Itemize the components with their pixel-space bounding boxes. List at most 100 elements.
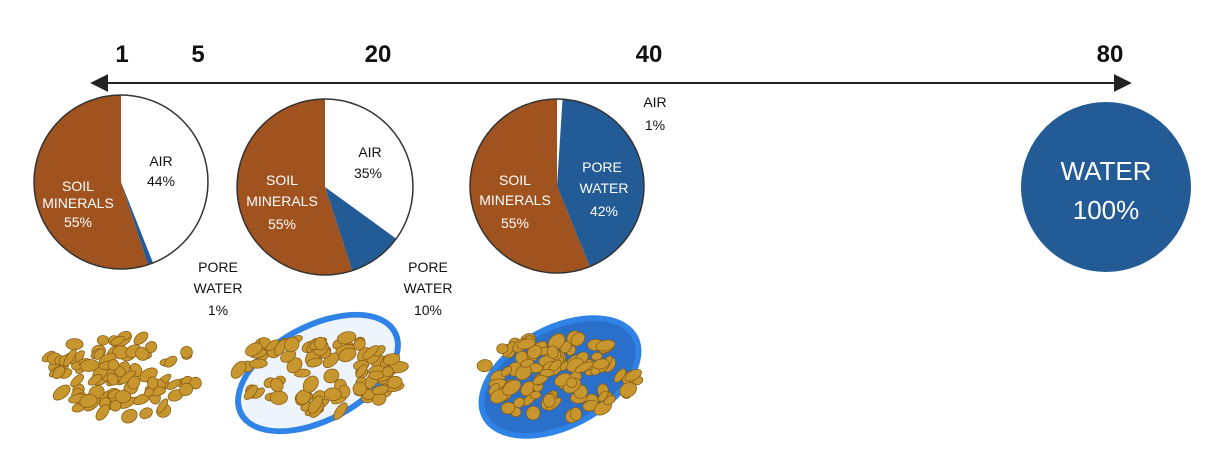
soil-grain — [110, 335, 126, 346]
water-circle-pct: 100% — [1073, 195, 1140, 225]
soil-grain — [476, 359, 493, 373]
soil-grain — [613, 368, 627, 383]
soil-grain — [95, 404, 110, 421]
soil-grain — [381, 366, 394, 378]
soil-grain — [502, 379, 522, 396]
pie-slice-soil-minerals — [33, 95, 148, 269]
soil-grain — [79, 359, 100, 372]
minerals-label: SOIL — [499, 172, 531, 188]
pie-slice-soil-minerals — [469, 99, 590, 273]
water-label: PORE — [408, 259, 448, 275]
soil-grain — [566, 377, 578, 388]
tick-label: 20 — [365, 41, 392, 68]
soil-grain — [166, 379, 181, 391]
soil-grain — [353, 338, 366, 351]
soil-grain — [501, 366, 513, 377]
soil-grain — [323, 368, 340, 384]
soil-grain — [386, 375, 403, 389]
soil-grain — [280, 349, 297, 363]
air-pct: 44% — [147, 173, 175, 189]
tick-label: 40 — [636, 41, 663, 68]
minerals-label: SOIL — [266, 172, 298, 188]
tick-label: 1 — [115, 41, 128, 68]
soil-grain — [595, 339, 616, 352]
water-label: WATER — [194, 280, 243, 296]
pie-outline — [236, 98, 414, 276]
minerals-label: MINERALS — [479, 192, 551, 208]
soil-grain — [619, 382, 637, 398]
soil-grain — [515, 364, 532, 381]
pie-slice-pore-water — [557, 99, 644, 267]
pie-1-labels: SOIL MINERALS 55% AIR 44% PORE WATER 1% — [42, 153, 242, 318]
soil-grain — [355, 364, 368, 378]
water-pct: 10% — [414, 302, 442, 318]
soil-grain — [308, 395, 323, 414]
soil-grain — [243, 384, 258, 400]
soil-grain — [569, 407, 582, 421]
soil-grain — [79, 394, 98, 409]
pie-slice-air — [121, 95, 209, 263]
tick-label: 5 — [191, 41, 204, 68]
soil-grain — [382, 353, 401, 366]
water-pct: 42% — [590, 203, 618, 219]
soil-grain — [371, 385, 389, 396]
minerals-pct: 55% — [64, 214, 92, 230]
soil-grains-dry — [41, 331, 202, 424]
minerals-pct: 55% — [501, 215, 529, 231]
soil-grain — [133, 331, 149, 346]
soil-grain — [539, 368, 555, 377]
soil-grain — [269, 390, 288, 405]
air-label: AIR — [643, 94, 666, 110]
soil-grain — [362, 345, 379, 360]
pie-slice-air — [557, 99, 563, 186]
pie-slice-pore-water — [121, 182, 154, 265]
water-label: PORE — [582, 159, 622, 175]
soil-grain — [270, 377, 284, 393]
soil-grain — [179, 382, 194, 397]
soil-grain — [368, 370, 385, 380]
soil-grain — [114, 390, 132, 404]
soil-grain — [63, 348, 77, 367]
soil-grain — [500, 401, 516, 415]
soil-grain — [570, 332, 586, 347]
pie-slice-soil-minerals — [236, 99, 353, 275]
soil-grain — [323, 387, 342, 402]
soil-grain — [139, 407, 153, 420]
minerals-label: MINERALS — [246, 193, 318, 209]
minerals-label: SOIL — [62, 178, 94, 194]
soil-grain — [302, 375, 319, 393]
water-label: PORE — [198, 259, 238, 275]
soil-grain — [543, 393, 556, 408]
soil-grain — [245, 342, 263, 357]
pie-outline — [33, 94, 209, 270]
pie-chart-2 — [236, 98, 414, 276]
soil-grain — [336, 331, 357, 345]
pie-slice-pore-water — [325, 187, 397, 271]
soil-grain — [135, 346, 150, 361]
minerals-pct: 55% — [268, 216, 296, 232]
soil-grain — [146, 376, 159, 390]
soil-grain — [284, 336, 300, 353]
soil-grain — [265, 339, 280, 352]
soil-grain — [87, 373, 103, 386]
tick-label: 80 — [1097, 41, 1124, 68]
soil-grain — [52, 365, 66, 380]
soil-grain — [603, 395, 616, 406]
soil-grain — [70, 373, 85, 388]
soil-grains-wet — [476, 315, 644, 439]
soil-grain — [516, 338, 536, 350]
scale-axis: 1 5 20 40 80 — [90, 41, 1132, 92]
soil-grain — [164, 355, 178, 368]
soil-grain — [65, 338, 84, 351]
soil-grain — [52, 384, 71, 401]
soil-grain — [107, 359, 120, 371]
water-label: WATER — [404, 280, 453, 296]
soil-grain — [274, 338, 288, 356]
soil-grains-moist — [230, 311, 409, 435]
soil-grain — [333, 402, 348, 421]
soil-grain — [546, 345, 559, 359]
pie-3-labels: SOIL MINERALS 55% PORE WATER 42% AIR 1% — [479, 94, 666, 231]
soil-grain — [314, 336, 327, 351]
minerals-label: MINERALS — [42, 195, 114, 211]
